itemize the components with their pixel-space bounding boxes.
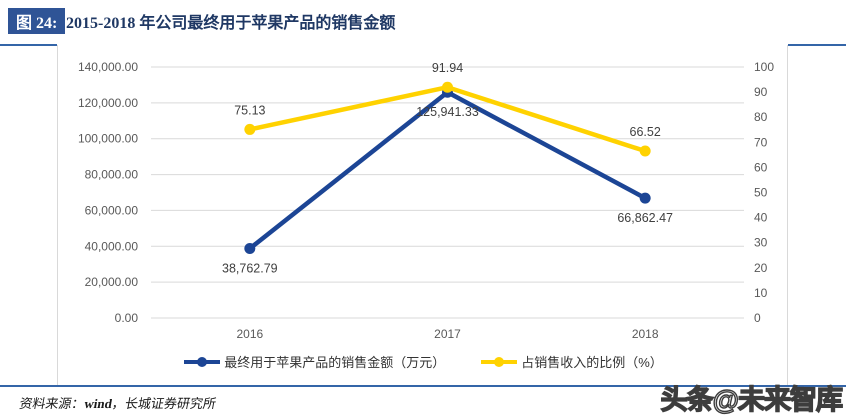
left-axis-tick-label: 120,000.00 bbox=[78, 96, 138, 110]
figure-title: 2015-2018 年公司最终用于苹果产品的销售金额 bbox=[66, 15, 396, 32]
data-label: 125,941.33 bbox=[416, 105, 479, 119]
source-note-suffix: ，长城证券研究所 bbox=[110, 396, 218, 411]
legend-label-sales-amount: 最终用于苹果产品的销售金额（万元） bbox=[224, 355, 446, 370]
data-label: 66,862.47 bbox=[617, 211, 673, 225]
left-axis-tick-label: 40,000.00 bbox=[85, 239, 139, 253]
right-axis-tick-label: 70 bbox=[754, 135, 768, 149]
data-label: 75.13 bbox=[234, 103, 265, 117]
left-axis-tick-label: 20,000.00 bbox=[85, 275, 139, 289]
left-axis-tick-label: 80,000.00 bbox=[85, 168, 139, 182]
right-axis-tick-label: 20 bbox=[754, 261, 768, 275]
toutiao-watermark: 头条@未来智库 bbox=[660, 384, 844, 415]
x-axis-category-label: 2016 bbox=[236, 327, 263, 341]
right-axis-tick-label: 80 bbox=[754, 110, 768, 124]
source-note-prefix: 资料来源： bbox=[18, 396, 86, 411]
data-point bbox=[244, 243, 256, 255]
chart-cell: 0.00 20,000.00 40,000.00 60,000.00 80,000.00… bbox=[57, 45, 788, 386]
figure-number-chip: 图 24: bbox=[8, 8, 66, 34]
data-label: 91.94 bbox=[432, 61, 463, 75]
title-rule-right bbox=[788, 44, 846, 46]
legend-label-revenue-ratio: 占销售收入的比例（%） bbox=[521, 355, 663, 370]
right-axis-tick-label: 30 bbox=[754, 236, 768, 250]
figure-bottom-rule bbox=[0, 385, 846, 387]
data-label: 66.52 bbox=[630, 125, 661, 139]
chart-legend: 最终用于苹果产品的销售金额（万元） 占销售收入的比例（%） bbox=[58, 352, 789, 371]
right-axis-tick-label: 40 bbox=[754, 211, 768, 225]
data-point bbox=[639, 145, 651, 157]
right-axis-tick-label: 0 bbox=[754, 311, 761, 325]
x-axis-category-label: 2017 bbox=[434, 327, 461, 341]
right-axis-tick-label: 90 bbox=[754, 85, 768, 99]
blue-line-marker-icon bbox=[184, 356, 221, 367]
left-axis-tick-label: 60,000.00 bbox=[85, 203, 139, 217]
legend-item-sales-amount: 最终用于苹果产品的销售金额（万元） bbox=[184, 352, 445, 371]
left-axis-tick-label: 0.00 bbox=[115, 311, 139, 325]
right-axis-tick-label: 50 bbox=[754, 186, 768, 200]
left-axis-tick-label: 140,000.00 bbox=[78, 60, 138, 74]
yellow-line-marker-icon bbox=[481, 356, 518, 367]
data-label: 38,762.79 bbox=[222, 262, 278, 276]
right-axis-tick-label: 100 bbox=[754, 60, 774, 74]
legend-item-revenue-ratio: 占销售收入的比例（%） bbox=[481, 352, 663, 371]
right-axis-tick-label: 60 bbox=[754, 160, 768, 174]
source-note: 资料来源：wind，长城证券研究所 bbox=[18, 393, 218, 412]
x-axis-category-label: 2018 bbox=[632, 327, 659, 341]
data-point bbox=[442, 81, 453, 93]
right-axis-tick-label: 10 bbox=[754, 286, 768, 300]
data-point bbox=[639, 192, 651, 204]
left-axis-tick-label: 100,000.00 bbox=[78, 132, 138, 146]
title-rule-left bbox=[0, 44, 57, 46]
data-point bbox=[244, 123, 256, 135]
chart-canvas: 0.00 20,000.00 40,000.00 60,000.00 80,000.00… bbox=[78, 60, 774, 341]
source-note-wind: wind bbox=[83, 396, 114, 411]
